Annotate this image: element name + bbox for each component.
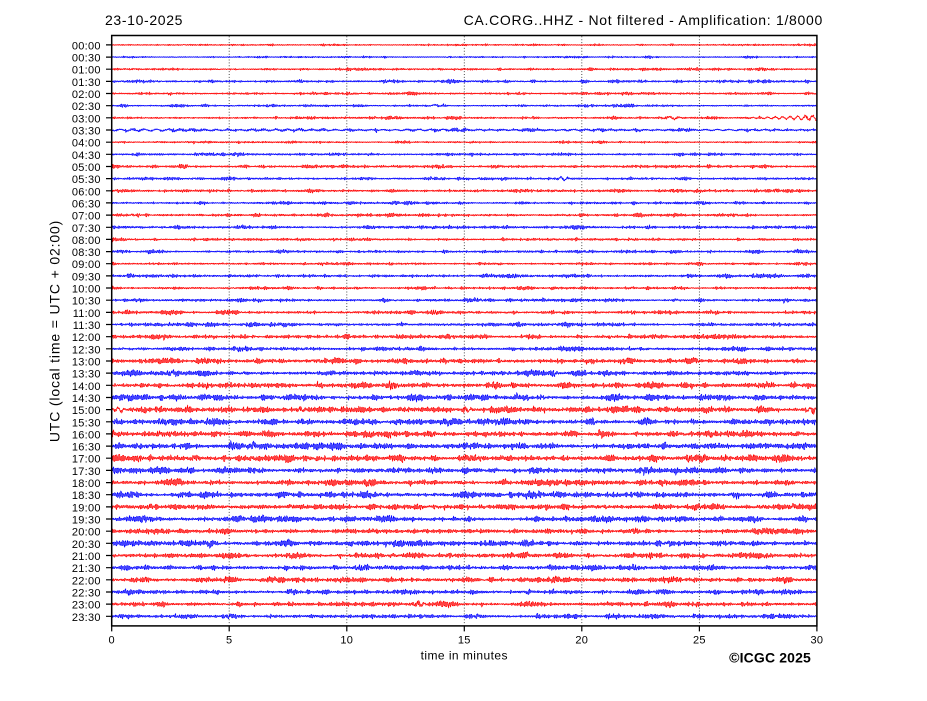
svg-text:22:00: 22:00 <box>72 575 101 587</box>
svg-text:09:30: 09:30 <box>72 271 101 283</box>
svg-text:05:00: 05:00 <box>72 162 101 174</box>
svg-text:08:00: 08:00 <box>72 235 101 247</box>
svg-text:16:30: 16:30 <box>72 442 101 454</box>
svg-text:12:30: 12:30 <box>72 344 101 356</box>
svg-text:09:00: 09:00 <box>72 259 101 271</box>
svg-text:16:00: 16:00 <box>72 429 101 441</box>
svg-text:06:30: 06:30 <box>72 198 101 210</box>
svg-text:23:30: 23:30 <box>72 612 101 624</box>
svg-text:02:00: 02:00 <box>72 89 101 101</box>
svg-text:06:00: 06:00 <box>72 186 101 198</box>
svg-text:18:30: 18:30 <box>72 490 101 502</box>
svg-text:21:00: 21:00 <box>72 551 101 563</box>
svg-text:04:00: 04:00 <box>72 138 101 150</box>
svg-text:14:00: 14:00 <box>72 381 101 393</box>
svg-text:11:30: 11:30 <box>73 320 101 332</box>
svg-text:22:30: 22:30 <box>72 588 101 600</box>
svg-text:05:30: 05:30 <box>72 174 101 186</box>
svg-text:10: 10 <box>340 635 353 647</box>
svg-text:10:30: 10:30 <box>72 296 101 308</box>
svg-text:03:00: 03:00 <box>72 113 101 125</box>
svg-text:©ICGC 2025: ©ICGC 2025 <box>729 650 811 666</box>
svg-text:UTC (local time = UTC + 02:00): UTC (local time = UTC + 02:00) <box>47 220 63 442</box>
svg-text:15: 15 <box>458 635 471 647</box>
svg-text:12:00: 12:00 <box>72 332 101 344</box>
svg-text:CA.CORG..HHZ - Not filtered -: CA.CORG..HHZ - Not filtered - Amplificat… <box>464 12 823 28</box>
svg-text:04:30: 04:30 <box>72 150 101 162</box>
svg-text:18:00: 18:00 <box>72 478 101 490</box>
svg-text:01:30: 01:30 <box>72 77 101 89</box>
svg-text:30: 30 <box>811 635 824 647</box>
svg-text:13:30: 13:30 <box>72 369 101 381</box>
svg-text:20:30: 20:30 <box>72 539 101 551</box>
svg-text:10:00: 10:00 <box>72 284 101 296</box>
svg-text:19:30: 19:30 <box>72 515 101 527</box>
svg-text:07:00: 07:00 <box>72 211 101 223</box>
svg-text:02:30: 02:30 <box>72 101 101 113</box>
svg-text:0: 0 <box>109 635 115 647</box>
svg-text:time in minutes: time in minutes <box>421 649 508 663</box>
svg-text:20:00: 20:00 <box>72 527 101 539</box>
svg-text:01:00: 01:00 <box>72 65 101 77</box>
svg-text:07:30: 07:30 <box>72 223 101 235</box>
svg-text:25: 25 <box>693 635 706 647</box>
svg-text:17:30: 17:30 <box>72 466 101 478</box>
svg-text:21:30: 21:30 <box>72 563 101 575</box>
svg-text:23:00: 23:00 <box>72 600 101 612</box>
svg-text:23-10-2025: 23-10-2025 <box>105 12 183 28</box>
svg-text:00:30: 00:30 <box>72 53 101 65</box>
svg-text:15:00: 15:00 <box>72 405 101 417</box>
svg-text:08:30: 08:30 <box>72 247 101 259</box>
svg-text:17:00: 17:00 <box>72 454 101 466</box>
svg-text:14:30: 14:30 <box>72 393 101 405</box>
svg-text:5: 5 <box>226 635 232 647</box>
svg-text:19:00: 19:00 <box>72 502 101 514</box>
svg-text:13:00: 13:00 <box>72 357 101 369</box>
svg-text:00:00: 00:00 <box>72 40 101 52</box>
svg-text:15:30: 15:30 <box>72 417 101 429</box>
svg-text:11:00: 11:00 <box>73 308 101 320</box>
svg-text:03:30: 03:30 <box>72 126 101 138</box>
svg-text:20: 20 <box>575 635 588 647</box>
